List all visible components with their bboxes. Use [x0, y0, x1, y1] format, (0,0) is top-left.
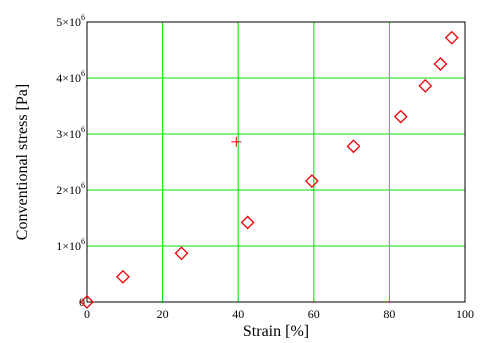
y-axis-label: Conventional stress [Pa] — [14, 84, 31, 240]
x-tick-label-2: 40 — [232, 307, 244, 321]
data-point-0 — [80, 295, 94, 309]
y-tick-label-4: 4×106 — [56, 69, 85, 85]
x-tick-label-4: 80 — [383, 307, 395, 321]
x-tick-label-0: 0 — [84, 307, 90, 321]
y-tick-label-3: 3×106 — [56, 125, 85, 141]
y-tick-label-5: 5×106 — [56, 13, 85, 29]
data-point-3 — [240, 215, 255, 230]
plot-frame — [86, 21, 466, 303]
y-tick-label-2: 2×106 — [56, 181, 85, 197]
data-point-8 — [433, 57, 448, 71]
data-point-1 — [115, 269, 130, 284]
plus-marker-0 — [231, 136, 242, 147]
grid-lines — [87, 22, 465, 302]
x-tick-label-1: 20 — [157, 307, 169, 321]
x-tick-label-3: 60 — [308, 307, 320, 321]
x-tick-label-5: 100 — [456, 307, 474, 321]
data-markers — [80, 30, 459, 309]
x-axis-label: Strain [%] — [243, 323, 309, 340]
axes — [86, 21, 466, 303]
data-point-2 — [174, 246, 189, 261]
data-point-6 — [393, 109, 408, 124]
data-point-5 — [346, 139, 361, 154]
data-point-7 — [418, 78, 433, 93]
y-tick-label-0: 0 — [79, 295, 85, 309]
y-tick-label-1: 1×106 — [56, 237, 85, 253]
data-point-4 — [304, 174, 319, 188]
data-point-9 — [444, 30, 459, 45]
tick-labels: 0 20 40 60 80 100 0 1×106 2×106 3×106 4×106 5×106 — [56, 13, 474, 321]
